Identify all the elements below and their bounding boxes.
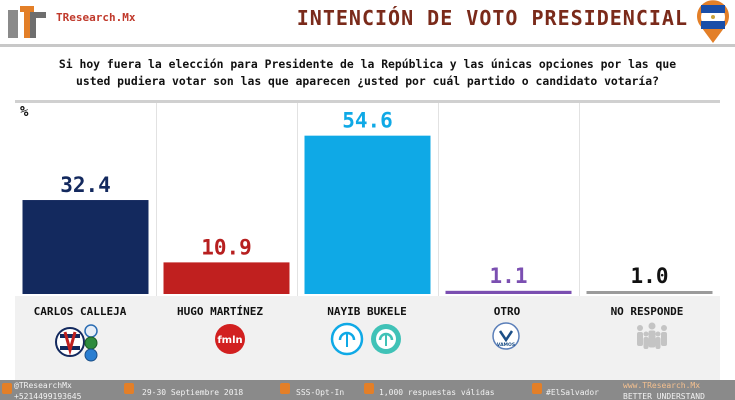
bar-value-label-0: 32.4 <box>60 173 111 197</box>
category-label-otro: OTRO <box>493 305 521 318</box>
el-salvador-flag-pin-icon <box>697 0 729 43</box>
fmln-icon-text: fmln <box>217 335 242 346</box>
bar-2 <box>304 135 431 294</box>
bar-value-label-1: 10.9 <box>201 235 252 259</box>
category-label-no-responde: NO RESPONDE <box>610 305 684 318</box>
bar-1 <box>163 262 290 294</box>
y-axis-unit-label: % <box>20 104 29 120</box>
footer-method: SSS-Opt-In <box>296 388 345 397</box>
question-line-1: Si hoy fuera la elección para Presidente… <box>58 57 677 71</box>
footer-responses: 1,000 respuestas válidas <box>379 388 495 397</box>
bar-value-label-3: 1.1 <box>490 264 528 288</box>
vamos-party-icon: VAMOS <box>492 322 520 350</box>
brand-name: TResearch.Mx <box>56 11 136 24</box>
bar-chart: 32.4 10.9 54.6 1.1 1.0 <box>22 103 713 296</box>
method-icon <box>280 383 290 394</box>
header: TResearch.Mx INTENCIÓN DE VOTO PRESIDENC… <box>0 0 735 44</box>
fmln-party-icon: fmln <box>215 324 245 354</box>
footer-website: www.TResearch.Mx <box>623 381 701 390</box>
bar-4 <box>586 291 713 294</box>
vamos-icon-text: VAMOS <box>497 342 515 348</box>
gana-nuevas-ideas-party-icons <box>330 322 401 356</box>
category-label-carlos-calleja: CARLOS CALLEJA <box>33 305 127 318</box>
footer-phone: +5214499193645 <box>14 392 82 400</box>
hashtag-icon <box>532 383 542 394</box>
page-title: INTENCIÓN DE VOTO PRESIDENCIAL <box>296 6 688 30</box>
bar-0 <box>22 200 149 294</box>
bar-value-label-2: 54.6 <box>342 109 393 133</box>
tresearch-logo-icon <box>8 6 46 38</box>
calendar-icon <box>124 383 134 394</box>
category-label-hugo-martinez: HUGO MARTÍNEZ <box>176 305 264 318</box>
footer-tagline: BETTER UNDERSTAND <box>623 392 705 400</box>
bar-value-label-4: 1.0 <box>631 264 669 288</box>
people-icon <box>637 322 667 349</box>
footer-date: 29-30 Septiembre 2018 <box>142 388 244 397</box>
arena-party-icon <box>55 324 98 362</box>
footer-twitter-handle: @TResearchMx <box>14 381 72 390</box>
responses-icon <box>364 383 374 394</box>
question-line-2: usted pudiera votar son las que aparecen… <box>76 74 659 88</box>
bar-3 <box>445 290 572 294</box>
twitter-icon <box>2 383 12 394</box>
footer-hashtag: #ElSalvador <box>546 388 599 397</box>
survey-question: Si hoy fuera la elección para Presidente… <box>10 56 725 90</box>
category-label-nayib-bukele: NAYIB BUKELE <box>327 305 407 318</box>
header-divider <box>0 44 735 47</box>
